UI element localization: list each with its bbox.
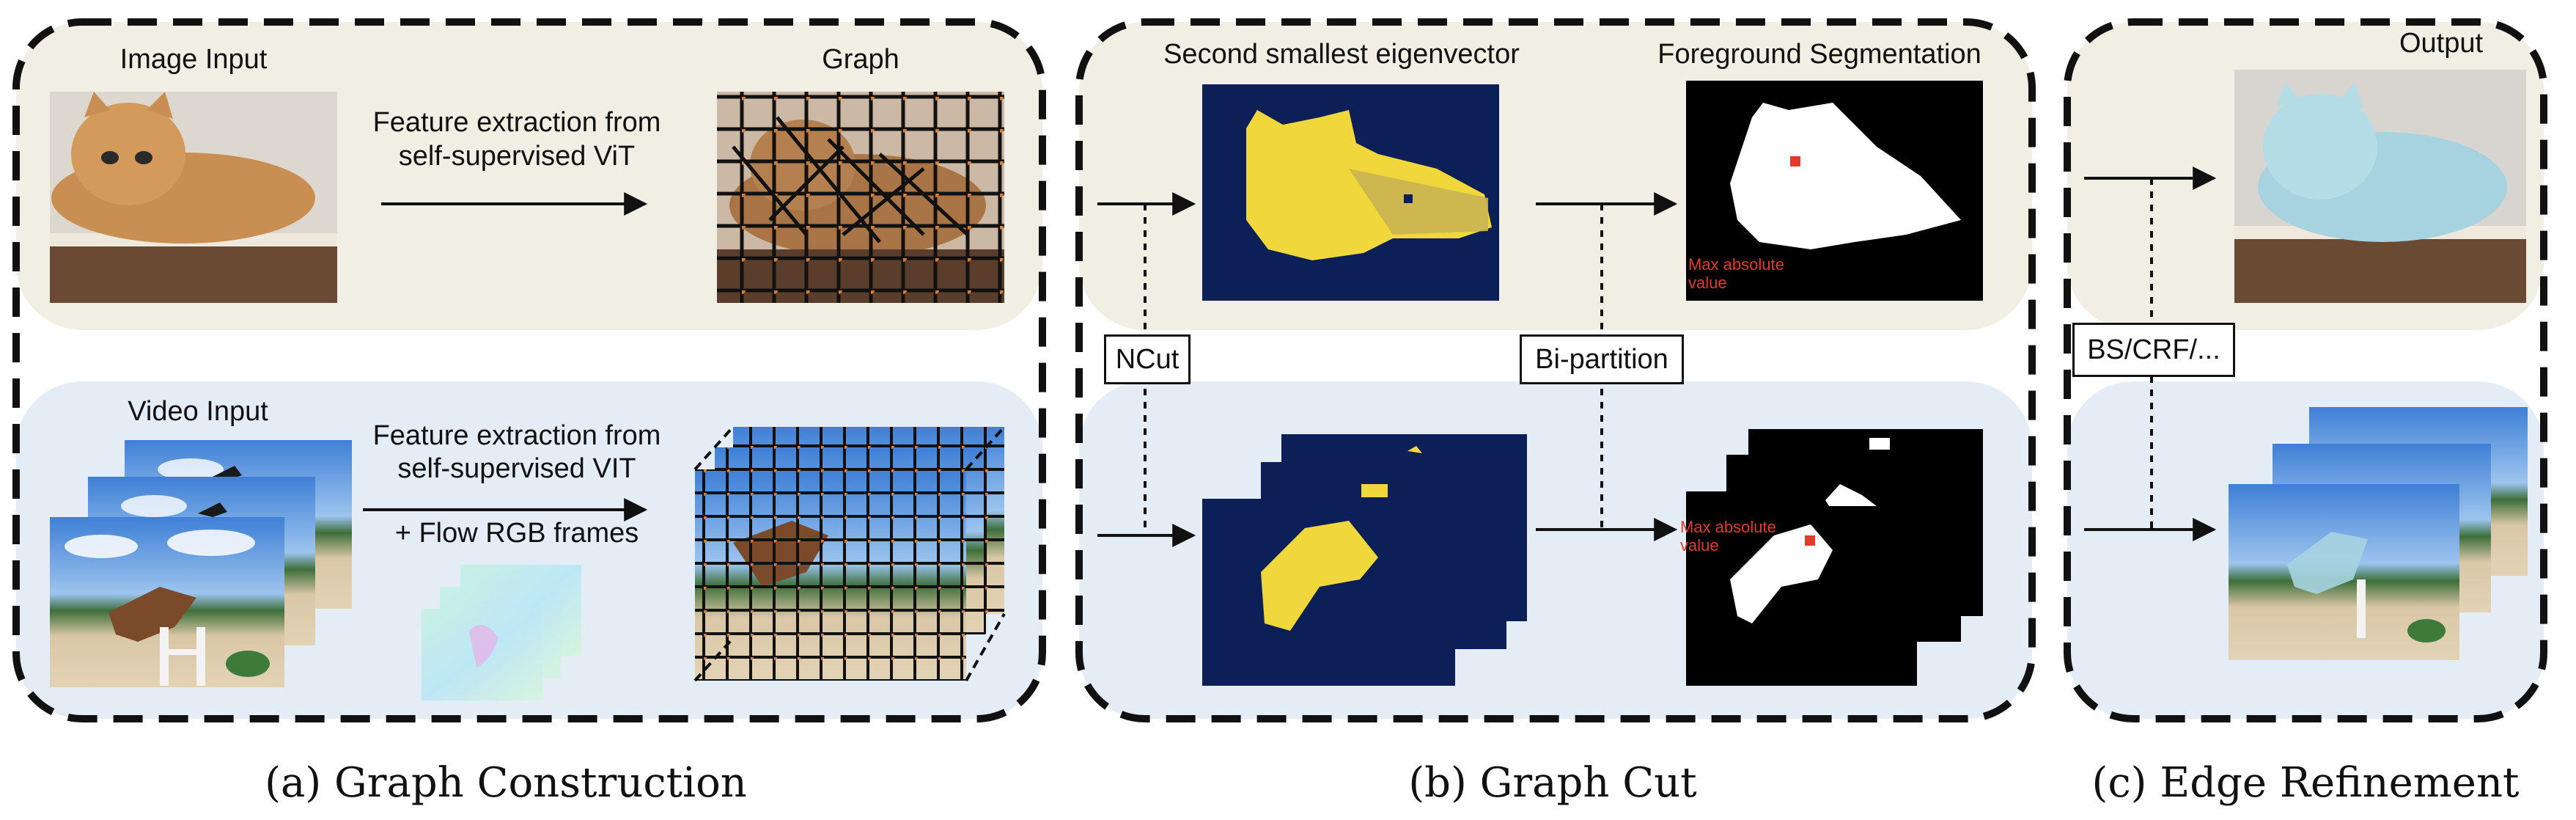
bipartition-label: Bi-partition bbox=[1535, 343, 1668, 375]
graph-label: Graph bbox=[822, 44, 899, 75]
caption-graph-cut: (b) Graph Cut bbox=[1408, 759, 1697, 807]
refine-label: BS/CRF/... bbox=[2087, 334, 2220, 365]
max-abs-label-bottom: Max absolute value bbox=[1680, 518, 1776, 555]
flow-rgb-label: + Flow RGB frames bbox=[394, 518, 639, 549]
image-input-label: Image Input bbox=[119, 44, 268, 75]
caption-graph-construction: (a) Graph Construction bbox=[265, 759, 747, 807]
max-abs-line1-bottom: Max absolute bbox=[1680, 518, 1776, 536]
foreground-mask-image bbox=[1686, 81, 1983, 301]
max-abs-line1-top: Max absolute bbox=[1688, 255, 1784, 274]
cat-graph bbox=[717, 92, 1004, 303]
video-graph-volume bbox=[693, 425, 1006, 682]
foreground-mask-video bbox=[1686, 429, 1983, 686]
eigenvector-map-video bbox=[1202, 434, 1527, 686]
flow-rgb-frames bbox=[422, 565, 581, 700]
max-abs-label-top: Max absolute value bbox=[1688, 255, 1784, 293]
eigenvector-map-image bbox=[1202, 84, 1499, 301]
video-input-label: Video Input bbox=[128, 396, 268, 427]
feature-text-image-line2: self-supervised ViT bbox=[398, 141, 636, 172]
feature-text-video-line2: self-supervised VIT bbox=[397, 453, 636, 484]
max-abs-line2-top: value bbox=[1688, 274, 1727, 293]
ncut-label: NCut bbox=[1115, 343, 1180, 375]
foreground-segmentation-label: Foreground Segmentation bbox=[1657, 39, 1981, 70]
cat-photo bbox=[50, 92, 337, 303]
bipartition-box: Bi-partition bbox=[1520, 334, 1684, 384]
feature-text-image-line1: Feature extraction from bbox=[372, 107, 661, 138]
video-input-frames bbox=[50, 440, 352, 687]
output-label: Output bbox=[2399, 28, 2484, 59]
panel-a-outline bbox=[12, 18, 1046, 722]
eigenvector-label: Second smallest eigenvector bbox=[1163, 39, 1520, 70]
max-abs-marker bbox=[1790, 156, 1800, 166]
ncut-box: NCut bbox=[1104, 334, 1191, 384]
output-video-frames bbox=[2229, 407, 2528, 660]
refine-box: BS/CRF/... bbox=[2072, 323, 2235, 377]
panel-c-outline bbox=[2064, 18, 2547, 722]
max-abs-line2-bottom: value bbox=[1680, 536, 1719, 555]
panel-b-outline bbox=[1075, 18, 2036, 722]
caption-edge-refinement: (c) Edge Refinement bbox=[2091, 759, 2520, 807]
feature-text-video-line1: Feature extraction from bbox=[372, 420, 661, 451]
output-image bbox=[2234, 70, 2526, 303]
